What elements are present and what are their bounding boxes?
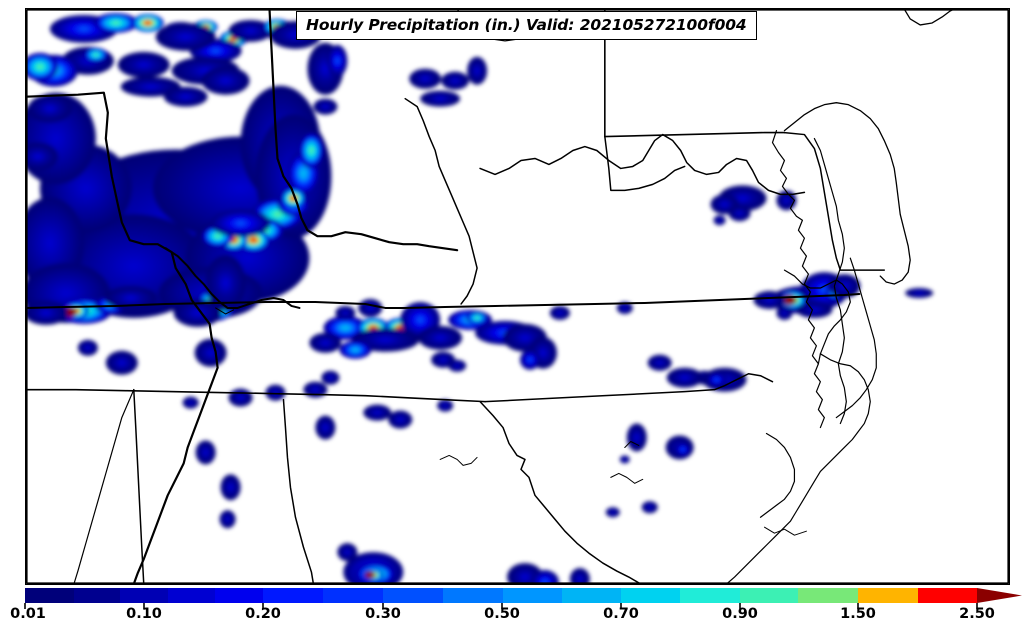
colorbar-tick-label-6: 0.90 xyxy=(722,606,758,622)
colorbar-tick-label-3: 0.30 xyxy=(365,606,401,622)
river-ohio xyxy=(164,247,301,309)
river-mississippi xyxy=(73,389,135,584)
map-panel[interactable] xyxy=(25,8,1010,585)
map-title-text: Hourly Precipitation (in.) Valid: 202105… xyxy=(306,16,747,34)
state-line-alabama-georgia xyxy=(282,398,315,584)
state-line-virginia-west-virginia xyxy=(479,133,806,196)
coastline-chesapeake-bay-west xyxy=(771,129,825,429)
colorbar-tick-label-7: 1.50 xyxy=(840,606,876,622)
colorbar-graphic[interactable] xyxy=(0,585,1033,633)
coastline-outer-banks xyxy=(835,257,877,419)
colorbar-segments xyxy=(25,588,1022,603)
state-line-north-south-carolina xyxy=(484,372,774,403)
precip-blob-deep-south-scatter xyxy=(77,338,454,529)
map-title-box: Hourly Precipitation (in.) Valid: 202105… xyxy=(296,11,757,40)
coastline-delaware-bay xyxy=(783,102,911,285)
precip-blob-upper-midwest-scatter xyxy=(307,42,488,115)
precip-blob-middle-tennessee-line xyxy=(309,298,463,359)
state-line-west-virginia-west xyxy=(404,97,478,305)
state-line-mississippi-alabama xyxy=(133,388,145,584)
state-line-maryland-panhandle xyxy=(604,135,686,192)
coastline-cape-fear xyxy=(759,432,796,518)
precip-field-layer xyxy=(26,12,934,584)
colorbar-tick-label-1: 0.10 xyxy=(126,606,162,622)
coastline-pamlico-sound xyxy=(725,353,871,584)
colorbar-overflow-arrow xyxy=(977,588,1022,603)
state-line-tennessee-south xyxy=(26,388,486,403)
political-boundary-layer xyxy=(26,9,1009,584)
state-line-pennsylvania-south xyxy=(604,131,786,138)
state-line-indiana-ohio xyxy=(268,9,459,252)
precip-blob-lower-ohio-valley-core xyxy=(201,132,324,252)
map-canvas[interactable] xyxy=(26,9,1009,584)
precip-blob-carolina-scatter xyxy=(605,354,747,518)
colorbar-container[interactable]: 0.01 0.10 0.20 0.30 0.50 0.70 0.90 1.50 … xyxy=(0,585,1033,633)
colorbar-tick-label-5: 0.70 xyxy=(603,606,639,622)
coastline-hampton-roads xyxy=(783,269,851,365)
colorbar-tick-label-2: 0.20 xyxy=(245,606,281,622)
colorbar-tick-label-8: 2.50 xyxy=(959,606,995,622)
state-line-illinois-indiana xyxy=(26,91,219,584)
hydrography-detail xyxy=(215,307,807,536)
state-line-delaware-maryland xyxy=(783,131,886,271)
precip-blob-northern-illinois-cells xyxy=(26,12,322,171)
coastline-chesapeake-bay-east xyxy=(813,137,847,425)
state-line-georgia-south-carolina xyxy=(479,400,642,584)
colorbar-tick-label-4: 0.50 xyxy=(484,606,520,622)
precip-blob-cumberland-plateau-band xyxy=(321,301,633,385)
colorbar-ticks xyxy=(24,603,978,609)
precip-blob-southwest-georgia-cell xyxy=(337,543,590,584)
colorbar-tick-label-0: 0.01 xyxy=(10,606,46,622)
state-line-kentucky-tennessee xyxy=(26,293,861,309)
precip-blob-central-virginia-area xyxy=(694,185,797,385)
coastline-new-jersey xyxy=(903,9,955,26)
